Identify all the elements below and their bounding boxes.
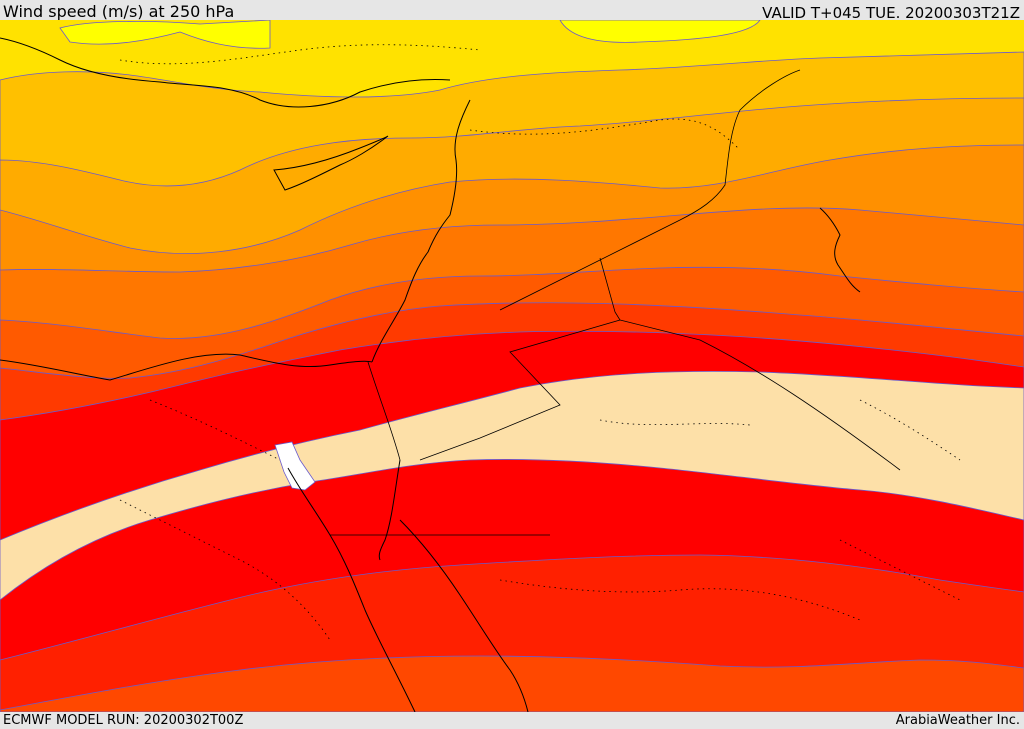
wind-speed-map — [0, 20, 1024, 712]
header-bar: Wind speed (m/s) at 250 hPa VALID T+045 … — [0, 0, 1024, 22]
band-orange-red-lower — [0, 655, 1024, 712]
valid-time-label: VALID T+045 TUE. 20200303T21Z — [762, 4, 1020, 22]
coastlines — [0, 37, 861, 712]
map-title: Wind speed (m/s) at 250 hPa — [3, 2, 235, 21]
borders — [330, 69, 901, 536]
admin-borders — [119, 44, 961, 641]
credit-label: ArabiaWeather Inc. — [895, 713, 1020, 728]
map-canvas — [0, 20, 1024, 712]
band-bright-yellow — [59, 20, 271, 49]
band-bright-yellow-2 — [559, 20, 761, 43]
footer-bar: ECMWF MODEL RUN: 20200302T00Z ArabiaWeat… — [0, 712, 1024, 729]
jet-max-patch — [274, 441, 316, 491]
model-run-label: ECMWF MODEL RUN: 20200302T00Z — [3, 713, 244, 728]
